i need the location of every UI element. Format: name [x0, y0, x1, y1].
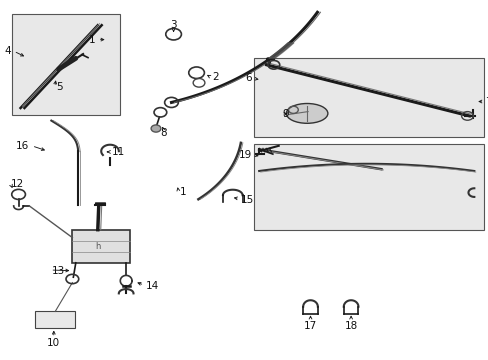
Text: 4: 4	[4, 46, 11, 56]
Circle shape	[151, 125, 161, 132]
Text: 15: 15	[241, 195, 254, 205]
Bar	[254, 144, 483, 230]
Text: 9: 9	[282, 109, 288, 120]
Text: 3: 3	[170, 20, 177, 30]
Text: 5: 5	[56, 82, 63, 92]
Text: 8: 8	[160, 128, 167, 138]
Text: 16: 16	[16, 141, 29, 151]
Text: 2: 2	[212, 72, 219, 82]
Text: h: h	[95, 242, 100, 251]
Bar	[35, 311, 75, 328]
Text: 17: 17	[303, 321, 317, 331]
Bar	[254, 58, 483, 137]
Text: 11: 11	[111, 147, 124, 157]
Text: 14: 14	[145, 281, 159, 291]
Bar	[72, 230, 130, 263]
Text: 12: 12	[11, 179, 24, 189]
Text: 6: 6	[244, 73, 251, 84]
Text: 1: 1	[88, 35, 95, 45]
Bar	[12, 14, 120, 115]
Text: 13: 13	[51, 266, 64, 276]
Text: 7: 7	[485, 96, 488, 107]
Text: 1: 1	[180, 186, 186, 197]
Text: 10: 10	[47, 338, 60, 348]
Text: 19: 19	[238, 150, 251, 160]
Text: 18: 18	[344, 321, 357, 331]
Ellipse shape	[286, 104, 327, 123]
